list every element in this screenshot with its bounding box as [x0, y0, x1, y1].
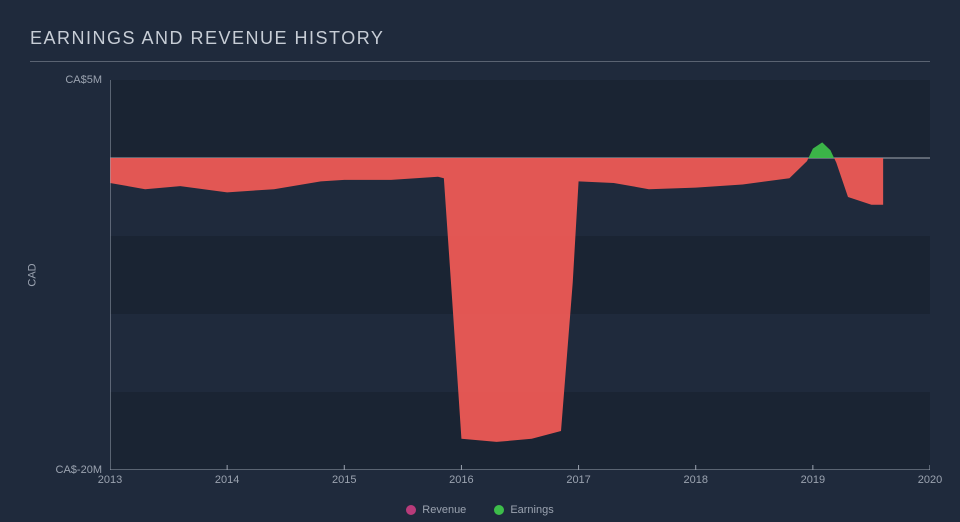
x-tick-label: 2017: [566, 474, 590, 486]
legend-swatch: [406, 505, 416, 515]
legend-label: Earnings: [510, 504, 553, 516]
title-underline: [30, 61, 930, 62]
legend: Revenue Earnings: [30, 502, 930, 520]
legend-label: Revenue: [422, 504, 466, 516]
x-tick-label: 2018: [683, 474, 707, 486]
plot-area: [110, 80, 930, 470]
chart-svg: [110, 80, 930, 470]
x-axis-labels: 20132014201520162017201820192020: [110, 470, 930, 490]
y-tick-label: CA$-20M: [56, 464, 102, 476]
chart-container: EARNINGS AND REVENUE HISTORY CAD CA$5MCA…: [0, 0, 960, 522]
x-tick-label: 2014: [215, 474, 239, 486]
x-tick-label: 2016: [449, 474, 473, 486]
chart-title: EARNINGS AND REVENUE HISTORY: [30, 28, 930, 49]
x-tick-label: 2015: [332, 474, 356, 486]
legend-swatch: [494, 505, 504, 515]
x-tick-label: 2020: [918, 474, 942, 486]
y-tick-label: CA$5M: [65, 74, 102, 86]
legend-item: Earnings: [494, 504, 553, 516]
x-tick-label: 2013: [98, 474, 122, 486]
legend-item: Revenue: [406, 504, 466, 516]
plot-wrap: CAD CA$5MCA$-20M: [30, 80, 930, 470]
y-axis-labels: CAD CA$5MCA$-20M: [30, 80, 110, 470]
y-axis-title: CAD: [26, 263, 38, 286]
x-tick-label: 2019: [801, 474, 825, 486]
